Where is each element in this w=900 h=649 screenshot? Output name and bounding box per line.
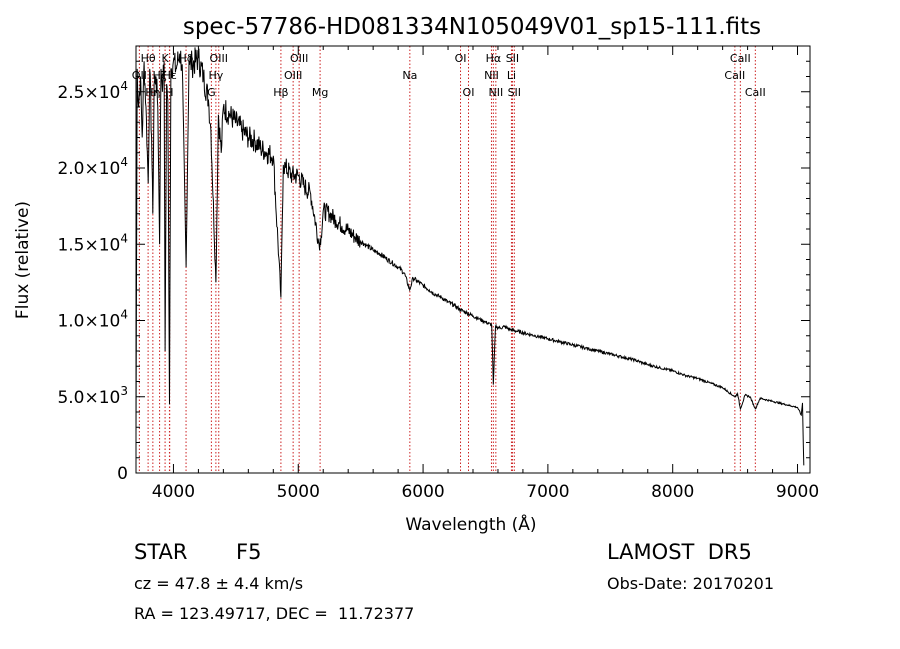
line-label-13: OIII bbox=[290, 52, 308, 65]
line-label-18: NII bbox=[484, 69, 499, 82]
line-label-23: SII bbox=[508, 86, 521, 99]
x-tick-label-5: 9000 bbox=[776, 482, 819, 502]
line-label-16: OI bbox=[455, 52, 467, 65]
x-tick-label-4: 8000 bbox=[651, 482, 694, 502]
line-label-24: CaII bbox=[724, 69, 745, 82]
coordinates-text: RA = 123.49717, DEC = 11.72377 bbox=[134, 604, 415, 623]
line-label-15: Na bbox=[402, 69, 417, 82]
line-label-4: K bbox=[161, 52, 169, 65]
y-axis-label: Flux (relative) bbox=[13, 201, 33, 319]
line-label-14: Mg bbox=[312, 86, 328, 99]
spectral-line-markers bbox=[138, 46, 756, 473]
y-tick-label-1: 5.0×103 bbox=[57, 384, 128, 408]
line-label-26: CaII bbox=[745, 86, 766, 99]
line-label-9: Hγ bbox=[208, 69, 223, 82]
line-label-25: CaII bbox=[730, 52, 751, 65]
survey-label: LAMOST DR5 bbox=[607, 540, 752, 564]
y-tick-label-5: 2.5×104 bbox=[57, 79, 128, 103]
line-label-5: H bbox=[165, 86, 173, 99]
y-tick-label-4: 2.0×104 bbox=[57, 155, 128, 179]
obs-date-text: Obs-Date: 20170201 bbox=[607, 574, 775, 593]
line-label-17: OI bbox=[463, 86, 475, 99]
star-label: STAR bbox=[134, 540, 188, 564]
spectral-line-labels: OIIHθHηHζKHHεHδGHγOIIIHβOIIIOIIIMgNaOIOI… bbox=[132, 52, 766, 99]
line-label-11: Hβ bbox=[273, 86, 288, 99]
line-label-10: OIII bbox=[210, 52, 228, 65]
y-axis-ticks: 0 5.0×103 1.0×104 1.5×104 2.0×104 2.5×104 bbox=[57, 60, 810, 484]
x-tick-label-2: 6000 bbox=[401, 482, 444, 502]
x-tick-label-1: 5000 bbox=[277, 482, 320, 502]
y-tick-label-3: 1.5×104 bbox=[57, 231, 128, 255]
line-label-19: Hα bbox=[486, 52, 502, 65]
line-label-22: SII bbox=[506, 52, 519, 65]
subclass-label: F5 bbox=[236, 540, 262, 564]
line-label-6: Hε bbox=[163, 69, 177, 82]
spectrum-line bbox=[135, 47, 805, 466]
line-label-21: Li bbox=[507, 69, 516, 82]
y-tick-label-0: 0 bbox=[117, 464, 128, 484]
x-tick-label-3: 7000 bbox=[526, 482, 569, 502]
line-label-8: G bbox=[207, 86, 216, 99]
line-label-12: OIII bbox=[284, 69, 302, 82]
chart-title: spec-57786-HD081334N105049V01_sp15-111.f… bbox=[183, 14, 761, 40]
line-label-1: Hθ bbox=[141, 52, 156, 65]
redshift-text: cz = 47.8 ± 4.4 km/s bbox=[134, 574, 304, 593]
line-label-20: NII bbox=[488, 86, 503, 99]
x-tick-label-0: 4000 bbox=[152, 482, 195, 502]
x-axis-label: Wavelength (Å) bbox=[405, 513, 536, 535]
plot-frame bbox=[135, 45, 811, 474]
line-label-2: Hη bbox=[145, 86, 160, 99]
x-axis-ticks: 4000 5000 6000 7000 8000 9000 bbox=[152, 46, 819, 502]
y-tick-label-2: 1.0×104 bbox=[57, 308, 128, 332]
